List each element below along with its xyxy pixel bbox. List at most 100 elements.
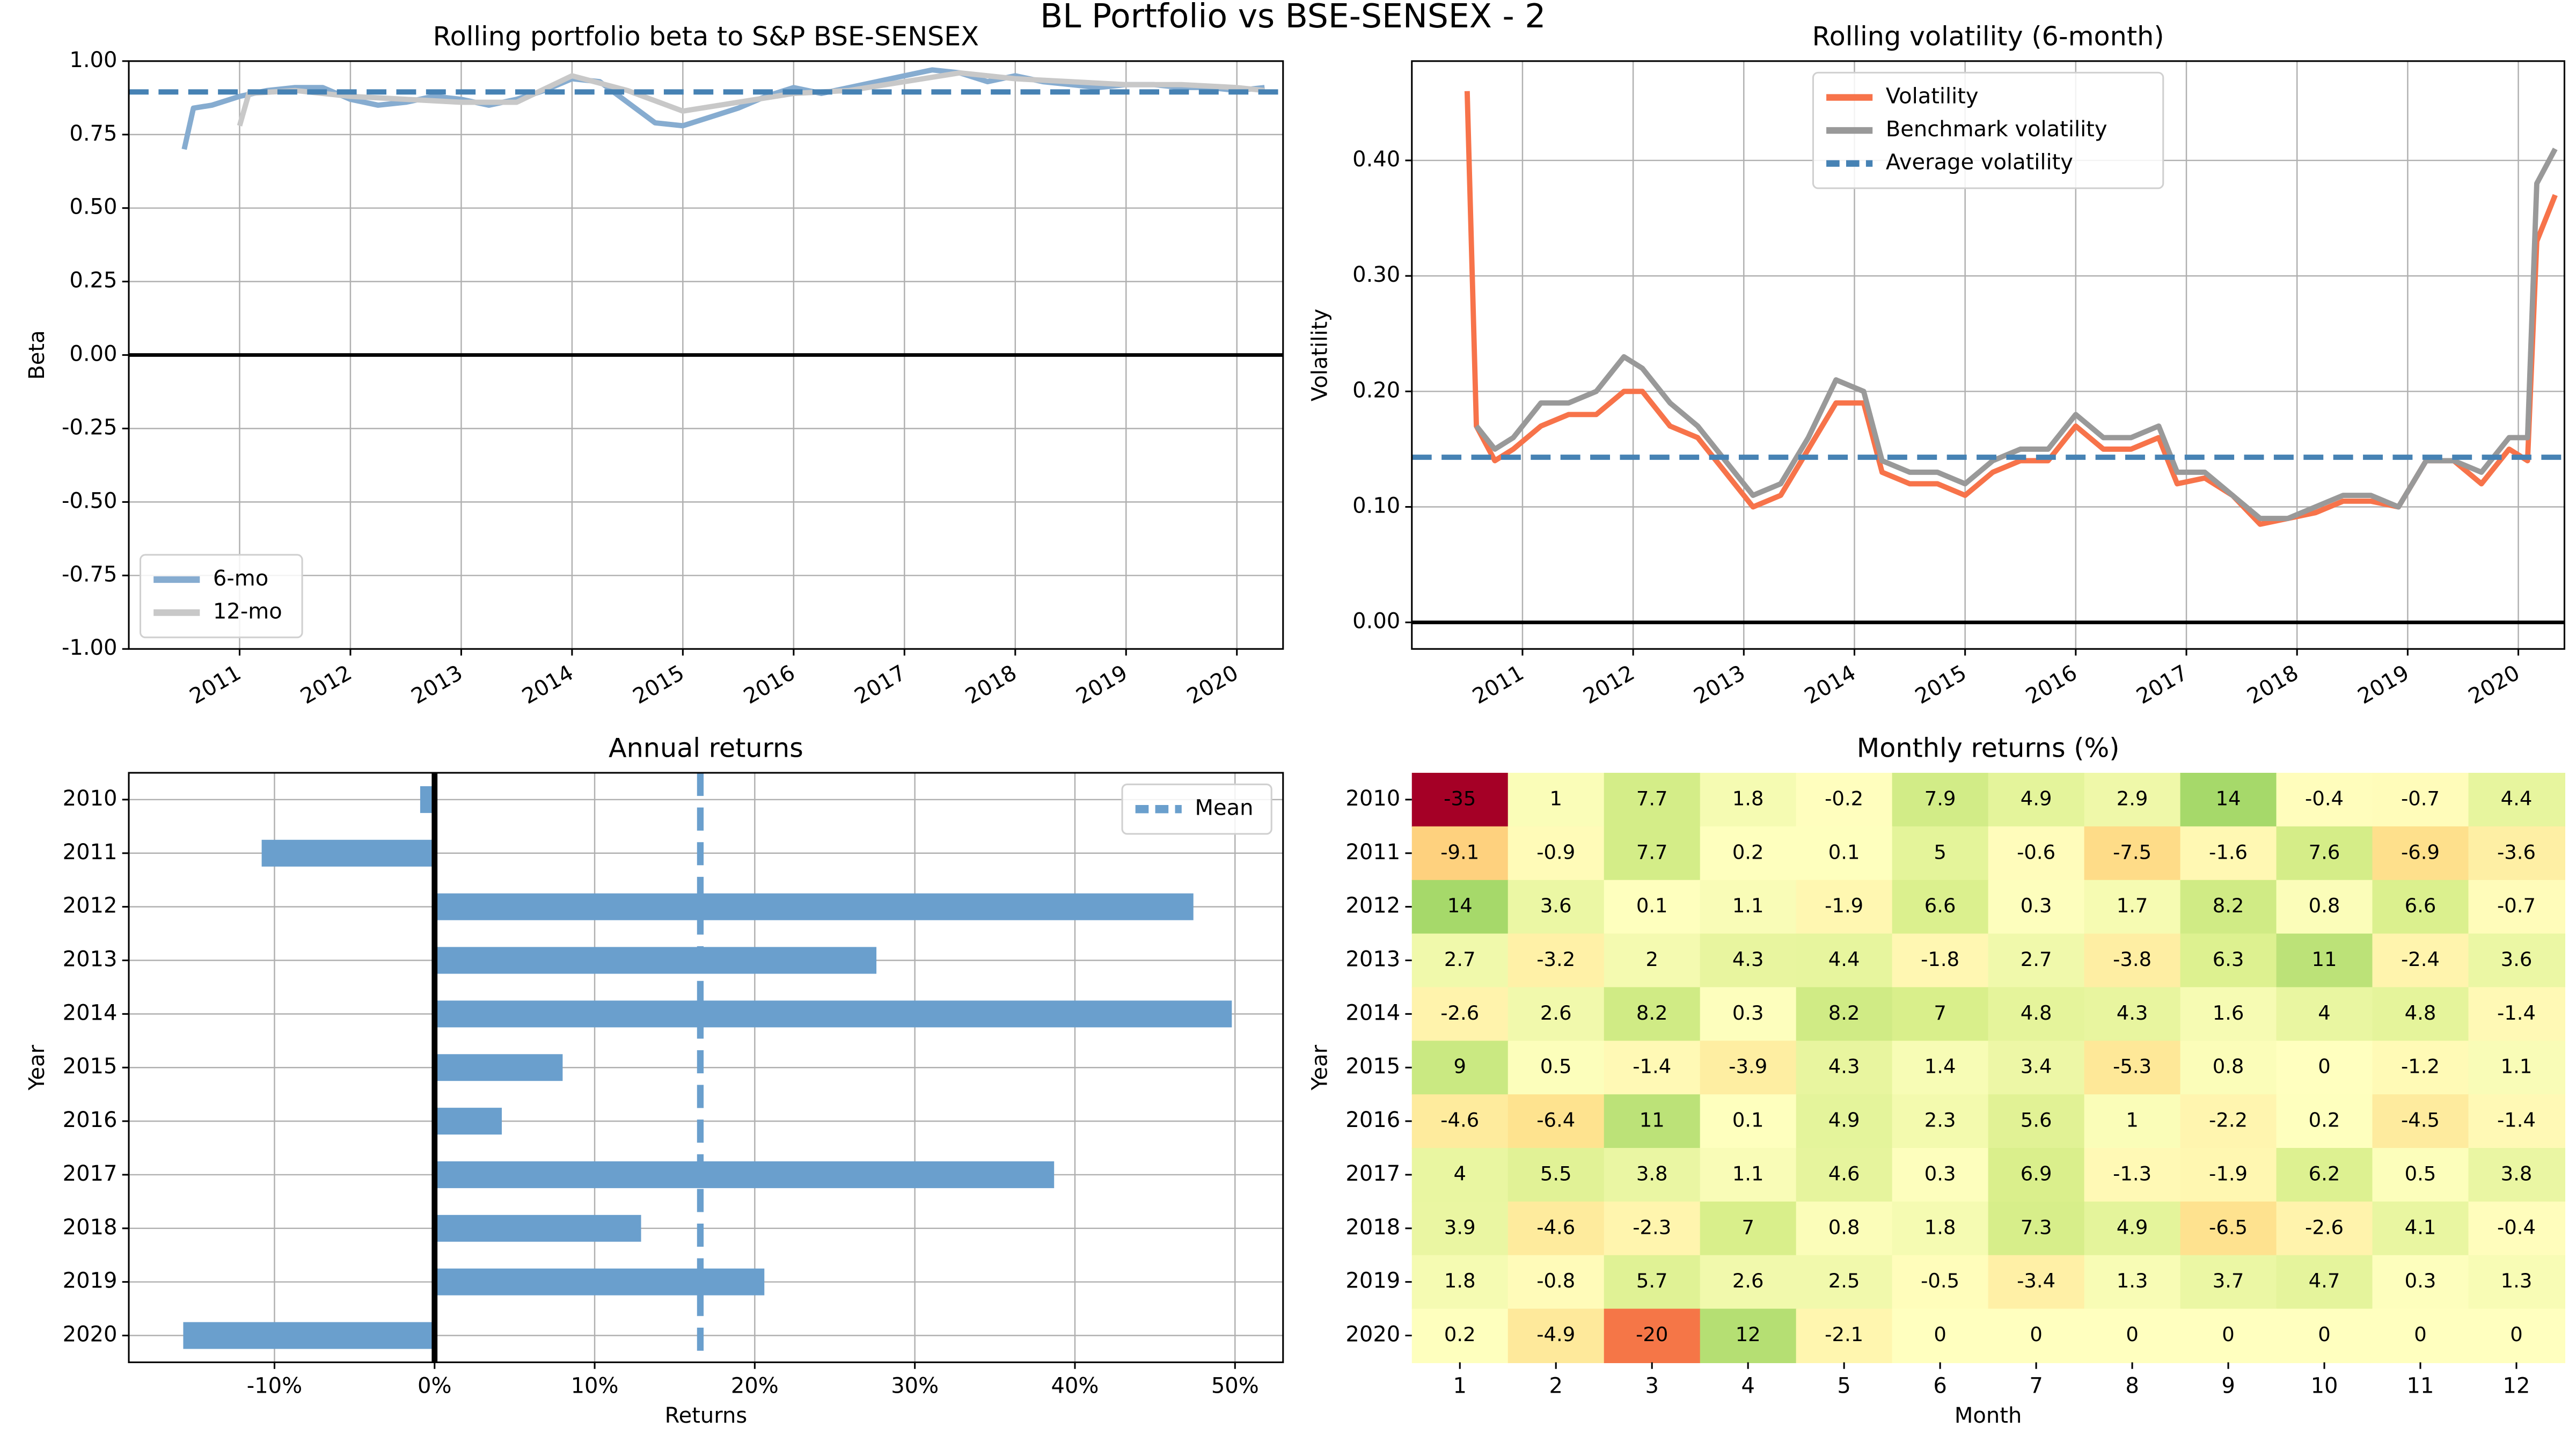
heatmap-cell bbox=[2276, 1041, 2374, 1095]
heatmap-cell bbox=[1507, 826, 1605, 881]
heatmap-cell bbox=[1700, 773, 1797, 828]
cell-label: -0.7 bbox=[2401, 787, 2440, 810]
heatmap-cell bbox=[1700, 1041, 1797, 1095]
cell-label: 0 bbox=[2318, 1323, 2330, 1346]
heatmap-cell bbox=[1988, 933, 2085, 988]
x-tick-label: 50% bbox=[1211, 1374, 1259, 1399]
heatmap-cell bbox=[1796, 773, 1893, 828]
legend-box bbox=[140, 554, 303, 639]
y-tick-label: 2020 bbox=[1345, 1322, 1400, 1347]
cell-label: 7 bbox=[1741, 1216, 1754, 1239]
cell-label: 12 bbox=[1736, 1323, 1761, 1346]
y-tick-label: 2014 bbox=[63, 1000, 118, 1025]
x-tick-label: 30% bbox=[891, 1374, 939, 1399]
heatmap-cell bbox=[2180, 826, 2278, 881]
cell-label: 1.8 bbox=[1924, 1216, 1956, 1239]
cell-label: 4 bbox=[1454, 1162, 1466, 1185]
cell-label: -0.7 bbox=[2497, 894, 2536, 917]
heatmap-cell bbox=[1507, 880, 1605, 935]
bar bbox=[261, 839, 435, 867]
heatmap-cell bbox=[1892, 933, 1989, 988]
heatmap-cell bbox=[1604, 826, 1701, 881]
heatmap-cell bbox=[1796, 933, 1893, 988]
heatmap-cell bbox=[1988, 987, 2085, 1042]
cell-label: -4.9 bbox=[1536, 1323, 1575, 1346]
cell-label: 7.9 bbox=[1924, 787, 1956, 810]
heatmap-cell bbox=[2276, 1308, 2374, 1363]
heatmap-cell bbox=[2468, 826, 2565, 881]
y-tick-label: 2017 bbox=[63, 1161, 118, 1186]
cell-label: 1.1 bbox=[1732, 1162, 1764, 1185]
heatmap-cell bbox=[2372, 933, 2470, 988]
legend-box bbox=[1812, 71, 2164, 189]
cell-label: 0 bbox=[1934, 1323, 1946, 1346]
y-tick-label: 0.40 bbox=[1352, 147, 1400, 172]
heatmap-cell bbox=[2372, 1201, 2470, 1256]
y-tick-label: 2010 bbox=[63, 786, 118, 811]
heatmap-cell bbox=[1796, 1041, 1893, 1095]
heatmap-cell bbox=[2276, 1255, 2374, 1310]
heatmap-cell bbox=[2468, 1308, 2565, 1363]
cell-label: 5.6 bbox=[2021, 1109, 2052, 1132]
heatmap-cell bbox=[2372, 1094, 2470, 1149]
cell-label: 2.6 bbox=[1540, 1001, 1572, 1024]
chart-title: Monthly returns (%) bbox=[1857, 732, 2120, 763]
y-tick-label: 2016 bbox=[1345, 1108, 1400, 1132]
heatmap-cell bbox=[1700, 1201, 1797, 1256]
cell-label: 1.1 bbox=[2501, 1055, 2533, 1078]
cell-label: -35 bbox=[1444, 787, 1476, 810]
heatmap-cell bbox=[1604, 1041, 1701, 1095]
cell-label: 0.3 bbox=[1924, 1162, 1956, 1185]
x-tick-label: 4 bbox=[1741, 1374, 1754, 1399]
cell-label: -2.3 bbox=[1633, 1216, 1671, 1239]
cell-label: 3.4 bbox=[2021, 1055, 2052, 1078]
x-tick-label: 2 bbox=[1549, 1374, 1563, 1399]
cell-label: -1.2 bbox=[2401, 1055, 2440, 1078]
cell-label: 3.6 bbox=[1540, 894, 1572, 917]
bar bbox=[434, 893, 1194, 920]
bar bbox=[434, 1000, 1232, 1028]
heatmap-cell bbox=[2276, 826, 2374, 881]
y-tick-label: -0.25 bbox=[62, 415, 117, 440]
x-tick-label: -10% bbox=[247, 1374, 302, 1399]
legend-label: Average volatility bbox=[1886, 150, 2073, 175]
cell-label: 0.8 bbox=[2309, 894, 2340, 917]
cell-label: -0.9 bbox=[1536, 840, 1575, 863]
cell-label: 5.5 bbox=[1540, 1162, 1572, 1185]
cell-label: 0.3 bbox=[2021, 894, 2052, 917]
cell-label: 0 bbox=[2126, 1323, 2138, 1346]
heatmap-cell bbox=[2468, 1201, 2565, 1256]
y-tick-label: 2018 bbox=[1345, 1215, 1400, 1240]
cell-label: 8.2 bbox=[2213, 894, 2244, 917]
cell-label: 3.8 bbox=[1636, 1162, 1668, 1185]
cell-label: -0.2 bbox=[1825, 787, 1863, 810]
cell-label: 6.6 bbox=[1924, 894, 1956, 917]
y-tick-label: 2017 bbox=[1345, 1161, 1400, 1186]
bar bbox=[434, 947, 877, 974]
heatmap-cell bbox=[1411, 1094, 1509, 1149]
cell-label: 4 bbox=[2318, 1001, 2330, 1024]
y-tick-label: 2020 bbox=[63, 1322, 118, 1347]
cell-label: -1.9 bbox=[1825, 894, 1863, 917]
cell-label: 4.4 bbox=[2501, 787, 2533, 810]
heatmap-cell bbox=[2468, 880, 2565, 935]
y-tick-label: 2011 bbox=[1345, 840, 1400, 865]
heatmap-cell bbox=[1988, 1308, 2085, 1363]
heatmap-cell bbox=[1892, 987, 1989, 1042]
cell-label: 1 bbox=[2126, 1109, 2138, 1132]
heatmap-cell bbox=[2084, 987, 2182, 1042]
cell-label: 14 bbox=[1447, 894, 1473, 917]
y-tick-label: 0.00 bbox=[1352, 609, 1400, 634]
heatmap-cell bbox=[1411, 826, 1509, 881]
cell-label: 7.7 bbox=[1636, 840, 1668, 863]
y-tick-label: 2010 bbox=[1345, 786, 1400, 811]
cell-label: 8.2 bbox=[1828, 1001, 1860, 1024]
cell-label: 4.9 bbox=[2021, 787, 2052, 810]
legend: 6-mo 12-mo bbox=[140, 554, 303, 639]
y-axis-label: Year bbox=[1308, 1044, 1333, 1091]
cell-label: 2.3 bbox=[1924, 1109, 1956, 1132]
cell-label: 4.6 bbox=[1828, 1162, 1860, 1185]
legend-label: 12-mo bbox=[213, 599, 282, 624]
y-axis-label: Volatility bbox=[1308, 309, 1333, 401]
